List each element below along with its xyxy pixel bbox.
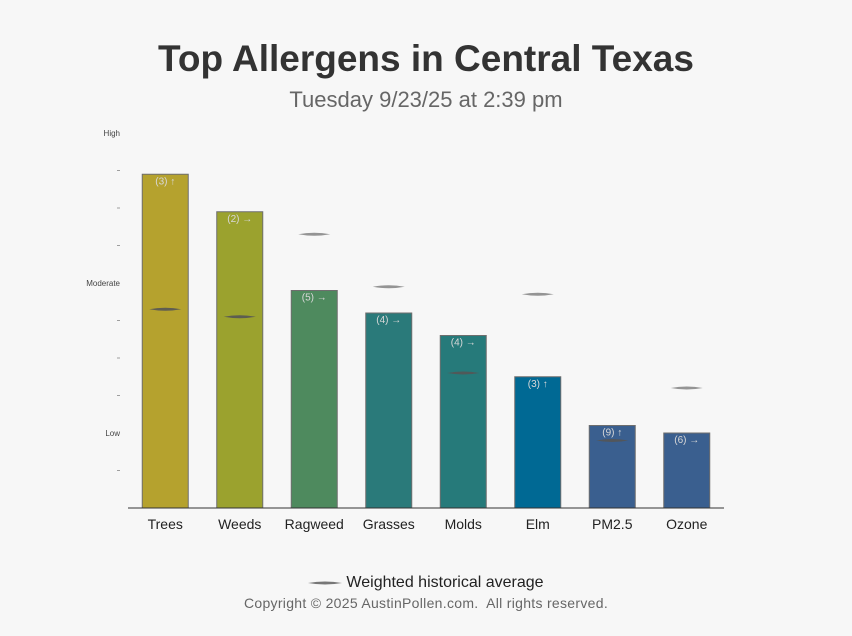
x-tick-label: Elm	[526, 516, 550, 532]
historical-average-marker	[596, 439, 629, 442]
bar-data-label: (9) ↑	[602, 428, 622, 439]
bar-data-label: (4) →	[451, 338, 476, 349]
y-tick-label: Moderate	[86, 279, 120, 288]
y-tick-label: High	[104, 129, 120, 138]
chart-subtitle: Tuesday 9/23/25 at 2:39 pm	[289, 87, 563, 112]
copyright-text: Copyright © 2025 AustinPollen.com. All r…	[243, 595, 609, 611]
x-tick-label: Weeds	[218, 516, 261, 532]
x-tick-label: Ragweed	[285, 516, 344, 532]
bar-molds	[439, 335, 487, 509]
bar-data-label: (2) →	[227, 214, 252, 225]
bar-data-label: (5) →	[302, 293, 327, 304]
historical-average-marker	[298, 232, 331, 236]
x-tick-label: Trees	[148, 516, 183, 532]
historical-average-marker	[521, 292, 554, 296]
bar-grasses	[365, 312, 413, 509]
bar-data-label: (3) ↑	[155, 176, 175, 187]
historical-average-marker	[372, 285, 405, 289]
bar-data-label: (4) →	[376, 315, 401, 326]
historical-average-marker	[223, 315, 256, 319]
bar-chart: Low Moderate High (3) ↑ (2) → (5) → (4) → (4) →…	[86, 129, 724, 532]
bar-data-label: (6) →	[674, 435, 699, 446]
bar-trees	[141, 173, 189, 509]
historical-average-marker	[447, 371, 480, 375]
historical-average-legend-marker	[308, 581, 343, 585]
chart-title: Top Allergens in Central Texas	[158, 38, 694, 79]
y-tick-label: Low	[105, 429, 120, 438]
bar-elm	[514, 376, 562, 509]
bar-pm2-5	[588, 425, 636, 509]
historical-average-marker	[670, 386, 703, 390]
legend-label: Weighted historical average	[346, 574, 544, 591]
bar-ragweed	[290, 290, 338, 509]
x-tick-label: Grasses	[363, 516, 415, 532]
x-tick-label: Molds	[445, 516, 482, 532]
bar-weeds	[216, 211, 264, 509]
x-tick-label: PM2.5	[592, 516, 633, 532]
bar-data-label: (3) ↑	[528, 379, 548, 390]
legend: Weighted historical average	[0, 574, 852, 592]
historical-average-marker	[149, 307, 182, 311]
x-tick-label: Ozone	[666, 516, 707, 532]
